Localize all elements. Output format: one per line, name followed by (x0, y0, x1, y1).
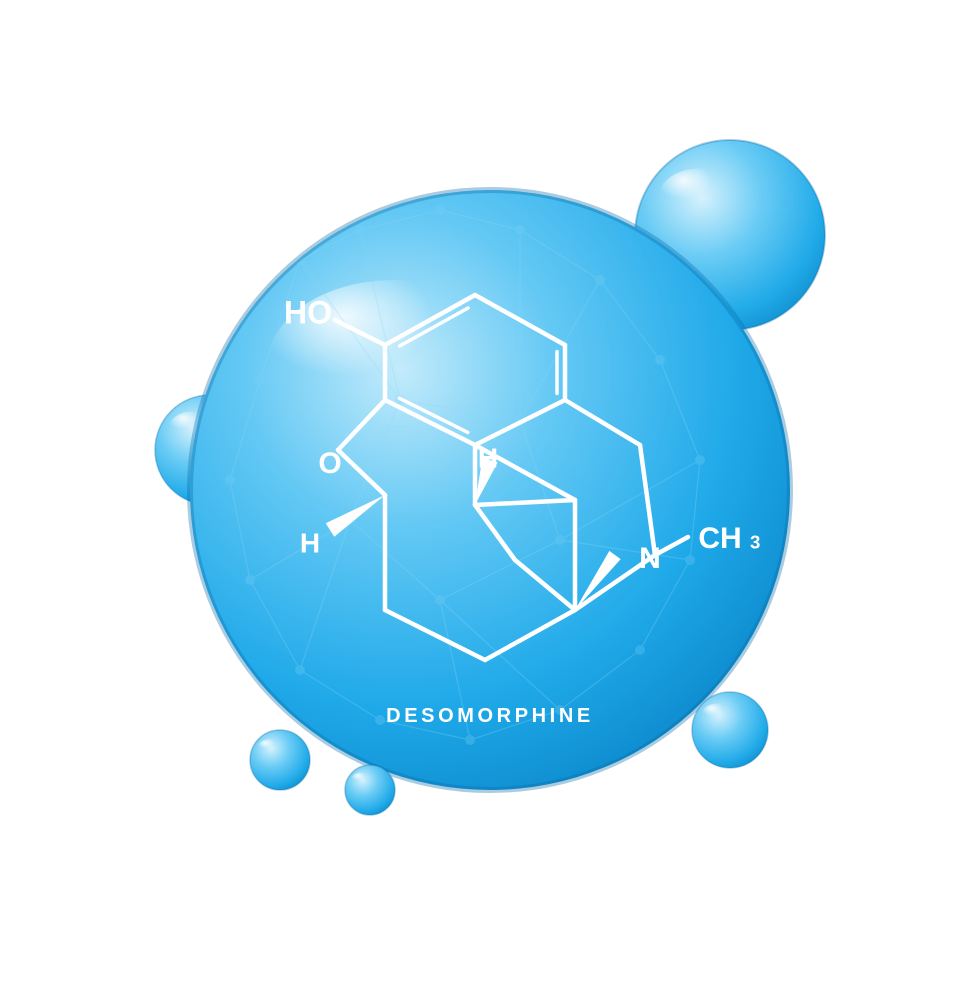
svg-text:CH: CH (698, 522, 741, 555)
svg-text:HO: HO (284, 294, 332, 330)
infographic-stage: HO O H H N CH 3 DESOMORPHINE (0, 0, 980, 980)
svg-canvas: HO O H H N CH 3 (0, 0, 980, 980)
svg-text:O: O (318, 447, 341, 480)
svg-text:H: H (300, 527, 320, 558)
svg-text:N: N (639, 542, 661, 575)
svg-text:3: 3 (750, 531, 760, 552)
svg-text:H: H (478, 442, 498, 473)
compound-name-label: DESOMORPHINE (340, 705, 640, 728)
